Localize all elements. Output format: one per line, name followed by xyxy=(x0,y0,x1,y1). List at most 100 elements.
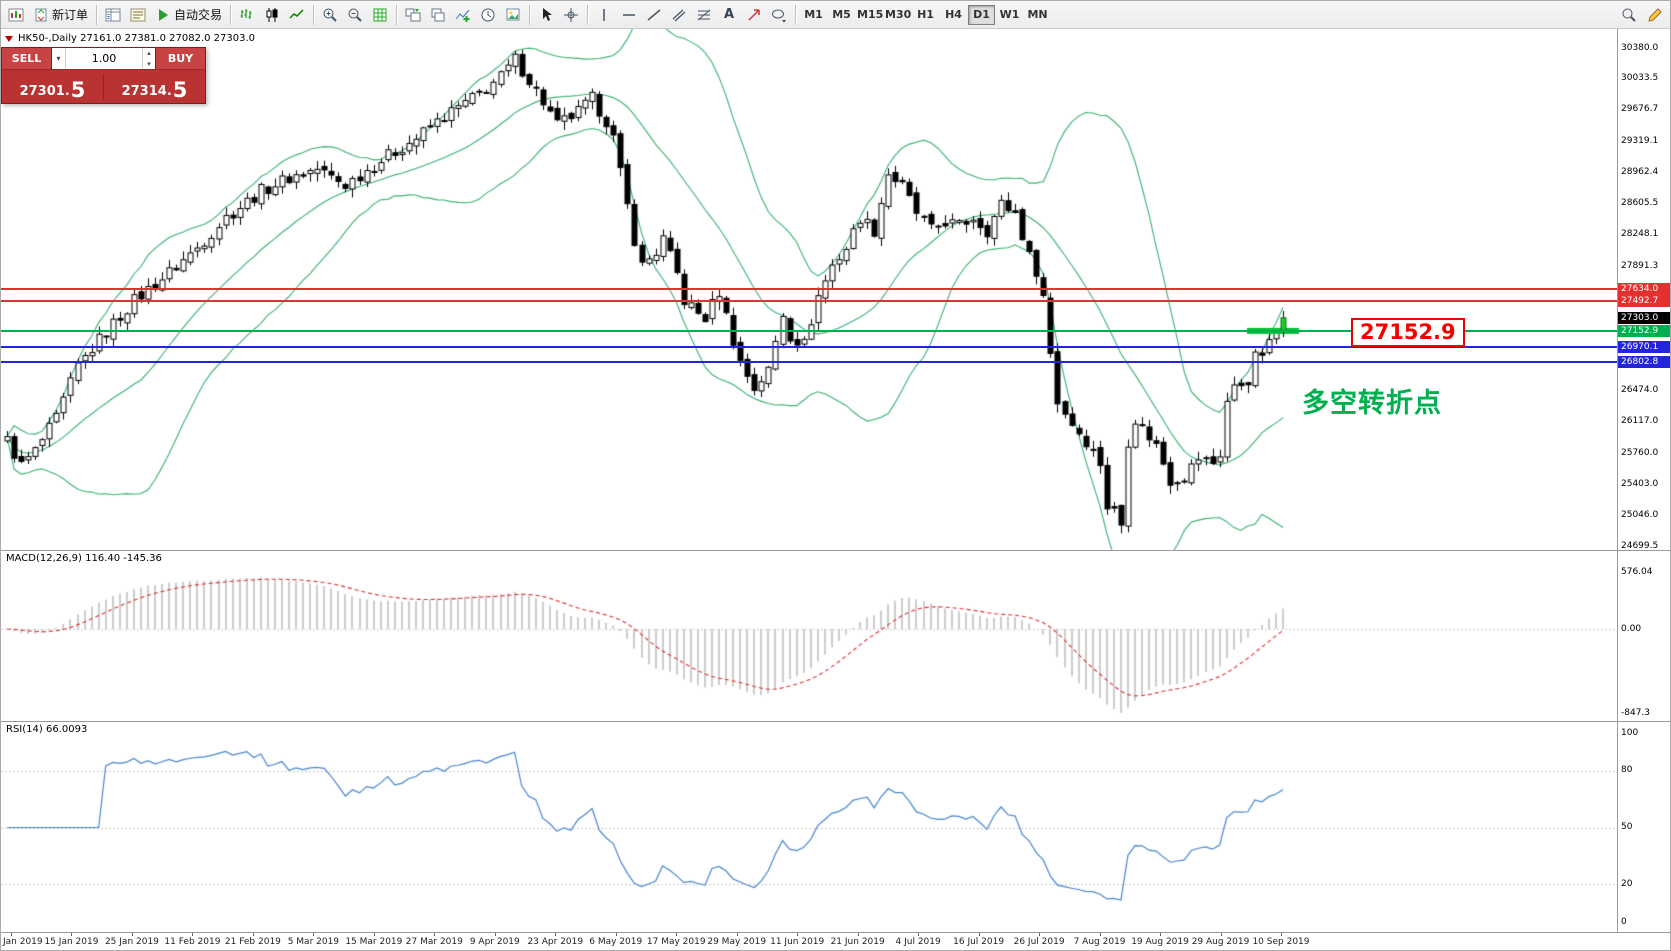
new-order-button[interactable]: 新订单 xyxy=(29,3,92,27)
candle-chart-button[interactable] xyxy=(260,3,284,27)
timeframe-m30-button[interactable]: M30 xyxy=(884,5,911,25)
date-axis-label: 10 Sep 2019 xyxy=(1252,937,1310,947)
add-indicator-button[interactable] xyxy=(451,3,475,27)
horizontal-level-line[interactable] xyxy=(1,360,1617,363)
timeframe-h1-button[interactable]: H1 xyxy=(912,5,939,25)
templates-button[interactable] xyxy=(501,3,525,27)
toolbar-right-group xyxy=(1617,3,1667,27)
timeframe-m5-button[interactable]: M5 xyxy=(828,5,855,25)
spin-down-icon[interactable]: ▾ xyxy=(147,59,151,68)
fibonacci-button[interactable] xyxy=(692,3,716,27)
zoom-in-button[interactable] xyxy=(318,3,342,27)
date-axis-label: 21 Feb 2019 xyxy=(224,937,281,947)
crosshair-button[interactable] xyxy=(559,3,583,27)
date-axis-label: 21 Jun 2019 xyxy=(830,937,885,947)
volume-dropdown-icon[interactable]: ▾ xyxy=(52,48,66,69)
quick-edit-button[interactable] xyxy=(1643,3,1667,27)
volume-spinner[interactable]: ▴ ▾ xyxy=(142,48,155,69)
vertical-line-button[interactable] xyxy=(592,3,616,27)
bar-chart-button[interactable] xyxy=(235,3,259,27)
date-axis-label: 17 May 2019 xyxy=(646,937,706,947)
date-axis-tick xyxy=(978,933,980,936)
search-icon xyxy=(1621,7,1637,23)
sell-price-big-digit: 5 xyxy=(70,78,86,102)
text-button[interactable]: A xyxy=(717,3,741,27)
grid-button[interactable] xyxy=(368,3,392,27)
price-scale-label: 27891.3 xyxy=(1621,260,1659,271)
date-axis-tick xyxy=(434,933,436,936)
horizontal-line-button[interactable] xyxy=(617,3,641,27)
market-watch-icon xyxy=(105,7,121,23)
horizontal-level-line[interactable] xyxy=(1,300,1617,303)
indicator-scale-label: 0 xyxy=(1621,916,1627,927)
panel-splitter[interactable] xyxy=(1,721,1670,722)
date-axis-tick xyxy=(857,933,859,936)
horizontal-level-line[interactable] xyxy=(1,345,1617,348)
date-axis-tick xyxy=(1160,933,1162,936)
chart-ohlc-title: HK50-,Daily 27161.0 27381.0 27082.0 2730… xyxy=(18,33,256,44)
indicator-scale-label: 80 xyxy=(1621,765,1633,776)
price-level-tag[interactable]: 26970.1 xyxy=(1618,340,1670,353)
volume-control[interactable]: ▾ 1.00 ▴ ▾ xyxy=(51,48,156,69)
panel-splitter[interactable] xyxy=(1,550,1670,551)
tile-windows-button[interactable] xyxy=(401,3,425,27)
buy-price-big-digit: 5 xyxy=(172,78,188,102)
timeframe-d1-button[interactable]: D1 xyxy=(968,4,996,25)
trendline-button[interactable] xyxy=(642,3,666,27)
cursor-button[interactable] xyxy=(534,3,558,27)
arrows-button[interactable] xyxy=(742,3,766,27)
timeframe-m15-button[interactable]: M15 xyxy=(856,5,883,25)
date-axis-label: 6 May 2019 xyxy=(589,937,643,947)
price-callout[interactable]: 27152.9 xyxy=(1351,318,1465,347)
timeframe-m1-button[interactable]: M1 xyxy=(800,5,827,25)
buy-price[interactable]: 27314. 5 xyxy=(104,78,205,102)
sell-price[interactable]: 27301. 5 xyxy=(2,78,103,102)
turning-point-note[interactable]: 多空转折点 xyxy=(1302,388,1442,419)
one-click-toggle-icon[interactable] xyxy=(5,35,13,42)
data-window-button[interactable] xyxy=(126,3,150,27)
vline-icon xyxy=(596,7,612,23)
search-button[interactable] xyxy=(1617,3,1641,27)
zoom-out-button[interactable] xyxy=(343,3,367,27)
horizontal-level-line[interactable] xyxy=(1,287,1617,290)
grid-icon xyxy=(372,7,388,23)
volume-value[interactable]: 1.00 xyxy=(91,52,117,65)
date-axis-tick xyxy=(1039,933,1041,936)
price-scale-label: 24699.5 xyxy=(1621,540,1659,551)
date-axis-label: 29 Aug 2019 xyxy=(1191,937,1250,947)
indicator-scale-label: 576.04 xyxy=(1621,566,1653,577)
trade-controls-row: SELL ▾ 1.00 ▴ ▾ BUY xyxy=(2,48,205,70)
date-axis-tick xyxy=(252,933,254,936)
date-axis-label: 27 Mar 2019 xyxy=(405,937,463,947)
indicator-scale-label: 100 xyxy=(1621,727,1639,738)
date-axis-tick xyxy=(676,933,678,936)
date-axis-label: 9 Apr 2019 xyxy=(469,937,520,947)
market-watch-button[interactable] xyxy=(101,3,125,27)
price-level-tag[interactable]: 26802.8 xyxy=(1618,355,1670,368)
timeframe-h4-button[interactable]: H4 xyxy=(940,5,967,25)
buy-button[interactable]: BUY xyxy=(156,48,205,69)
date-axis-tick xyxy=(1280,933,1282,936)
cascade-windows-button[interactable] xyxy=(426,3,450,27)
timeframe-mn-button[interactable]: MN xyxy=(1024,5,1051,25)
data-window-icon xyxy=(130,7,146,23)
timeframe-w1-button[interactable]: W1 xyxy=(996,5,1023,25)
panel-splitter[interactable] xyxy=(1,932,1670,933)
channel-button[interactable] xyxy=(667,3,691,27)
price-level-tag[interactable]: 27303.0 xyxy=(1618,311,1670,324)
price-scale-label: 25046.0 xyxy=(1621,510,1659,521)
spin-up-icon[interactable]: ▴ xyxy=(147,49,151,57)
price-level-tag[interactable]: 27492.7 xyxy=(1618,295,1670,308)
one-click-trading-panel: SELL ▾ 1.00 ▴ ▾ BUY 27301. 5 27314. 5 xyxy=(1,47,206,104)
toolbar-separator xyxy=(795,4,797,25)
horizontal-level-line[interactable] xyxy=(1,329,1617,332)
price-level-tag[interactable]: 27634.0 xyxy=(1618,282,1670,295)
price-level-tag[interactable]: 27152.9 xyxy=(1618,324,1670,337)
shapes-button[interactable] xyxy=(767,3,791,27)
periods-button[interactable] xyxy=(476,3,500,27)
new-chart-button[interactable] xyxy=(4,3,28,27)
line-chart-button[interactable] xyxy=(285,3,309,27)
sell-button[interactable]: SELL xyxy=(2,48,51,69)
autotrading-button[interactable]: 自动交易 xyxy=(151,3,226,27)
